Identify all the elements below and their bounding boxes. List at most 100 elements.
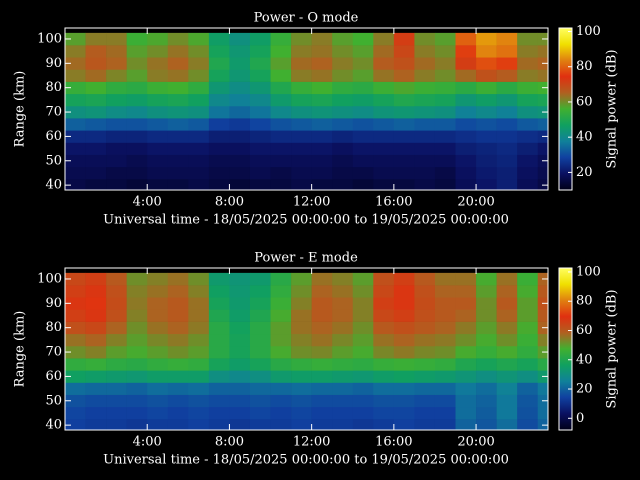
- cell: [106, 419, 127, 430]
- cell: [208, 154, 230, 168]
- cell: [147, 333, 169, 347]
- cell: [270, 32, 292, 46]
- cell: [270, 166, 292, 180]
- x-tick-label: 8:00: [215, 195, 244, 210]
- cell: [352, 57, 374, 70]
- cell: [352, 45, 374, 58]
- cell: [393, 179, 415, 190]
- cell: [434, 272, 456, 286]
- cell: [414, 370, 436, 383]
- cell: [249, 419, 271, 430]
- cell: [167, 297, 189, 310]
- cell: [106, 45, 127, 58]
- cell: [517, 333, 539, 347]
- cell: [85, 81, 107, 95]
- cell: [208, 32, 230, 46]
- cell: [332, 105, 354, 119]
- x-tick-label: 12:00: [293, 435, 330, 450]
- cell: [249, 93, 271, 107]
- cell: [208, 321, 230, 335]
- cell: [106, 321, 127, 335]
- cell: [147, 118, 169, 131]
- cell: [270, 272, 292, 286]
- cell: [126, 69, 148, 82]
- cell: [249, 272, 271, 286]
- cell: [85, 45, 107, 58]
- cell: [476, 154, 497, 168]
- cell: [167, 321, 189, 335]
- cell: [229, 57, 251, 70]
- cell: [332, 297, 354, 310]
- cell: [249, 358, 271, 371]
- cell: [291, 32, 312, 46]
- cell: [455, 118, 477, 131]
- cell: [291, 358, 312, 371]
- y-tick-label: 70: [45, 105, 62, 120]
- cell: [311, 118, 333, 131]
- title: Power - E mode: [254, 251, 358, 266]
- cell: [167, 309, 189, 322]
- cell: [373, 118, 395, 131]
- cell: [434, 321, 456, 335]
- cell: [373, 179, 395, 190]
- cell: [332, 419, 354, 430]
- cell: [167, 382, 189, 395]
- cell: [373, 370, 395, 383]
- cell: [106, 382, 127, 395]
- cell: [291, 69, 312, 82]
- y-tick-label: 50: [45, 153, 62, 168]
- cell: [517, 285, 539, 298]
- cell: [311, 382, 333, 395]
- cell: [455, 309, 477, 322]
- cell: [373, 419, 395, 430]
- cell: [496, 370, 518, 383]
- cell: [249, 118, 271, 131]
- cell: [229, 406, 251, 420]
- cell: [126, 105, 148, 119]
- cell: [147, 142, 169, 155]
- cell: [517, 419, 539, 430]
- cell: [188, 345, 210, 359]
- cell: [270, 142, 292, 155]
- cell: [65, 419, 86, 430]
- cell: [414, 32, 436, 46]
- cell: [434, 370, 456, 383]
- cell: [496, 179, 518, 190]
- cell: [126, 81, 148, 95]
- cell: [85, 93, 107, 107]
- cell: [106, 309, 127, 322]
- cell: [291, 93, 312, 107]
- cell: [188, 406, 210, 420]
- cell: [455, 105, 477, 119]
- cell: [537, 93, 548, 107]
- cell: [106, 394, 127, 408]
- cell: [373, 406, 395, 420]
- cell: [188, 179, 210, 190]
- cell: [85, 345, 107, 359]
- cell: [311, 358, 333, 371]
- cell: [537, 382, 548, 395]
- cell: [332, 130, 354, 143]
- cell: [332, 358, 354, 371]
- cell: [517, 45, 539, 58]
- cell: [311, 309, 333, 322]
- cell: [229, 69, 251, 82]
- cell: [393, 81, 415, 95]
- cell: [147, 32, 169, 46]
- cell: [311, 154, 333, 168]
- cell: [106, 370, 127, 383]
- cell: [167, 105, 189, 119]
- cell: [147, 382, 169, 395]
- cell: [188, 45, 210, 58]
- cell: [352, 130, 374, 143]
- cell: [496, 321, 518, 335]
- cell: [332, 154, 354, 168]
- cell: [85, 32, 107, 46]
- colorbar-tick-label: 80: [576, 294, 593, 309]
- cell: [126, 93, 148, 107]
- cell: [167, 130, 189, 143]
- cell: [147, 179, 169, 190]
- x-tick-label: 16:00: [375, 195, 412, 210]
- cell: [476, 69, 497, 82]
